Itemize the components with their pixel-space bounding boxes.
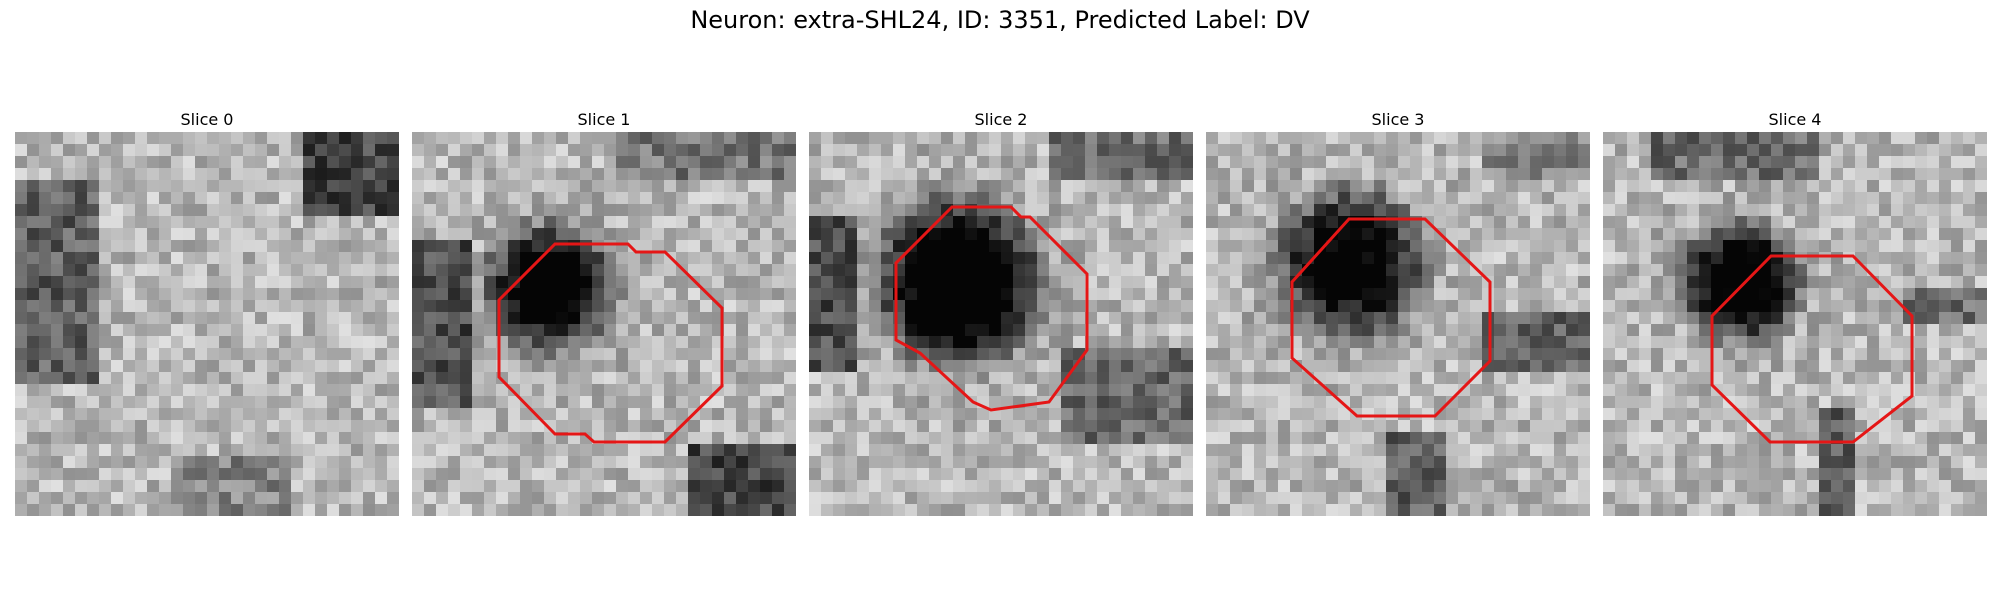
slice-title-4: Slice 4 (1768, 110, 1822, 129)
slice-pixels-3 (1206, 132, 1590, 516)
slice-pixels-2 (809, 132, 1193, 516)
slice-pixels-1 (412, 132, 796, 516)
slice-title-1: Slice 1 (577, 110, 631, 129)
slice-image-3 (1206, 132, 1590, 516)
slice-title-3: Slice 3 (1371, 110, 1425, 129)
contour-outline-2 (894, 205, 1089, 412)
slice-image-2 (809, 132, 1193, 516)
contour-outline-4 (1710, 254, 1914, 444)
slice-title-0: Slice 0 (180, 110, 234, 129)
contour-outline-3 (1290, 217, 1492, 418)
slice-title-2: Slice 2 (974, 110, 1028, 129)
slice-pixels-0 (15, 132, 399, 516)
contour-outline-1 (497, 242, 724, 444)
slice-pixels-4 (1603, 132, 1987, 516)
slice-panel-3: Slice 3 (1206, 108, 1590, 516)
slice-panel-2: Slice 2 (809, 108, 1193, 516)
figure-title: Neuron: extra-SHL24, ID: 3351, Predicted… (690, 6, 1310, 34)
slice-panel-1: Slice 1 (412, 108, 796, 516)
slice-panel-4: Slice 4 (1603, 108, 1987, 516)
slice-image-0 (15, 132, 399, 516)
slice-image-1 (412, 132, 796, 516)
slice-image-4 (1603, 132, 1987, 516)
slice-panel-0: Slice 0 (15, 108, 399, 516)
